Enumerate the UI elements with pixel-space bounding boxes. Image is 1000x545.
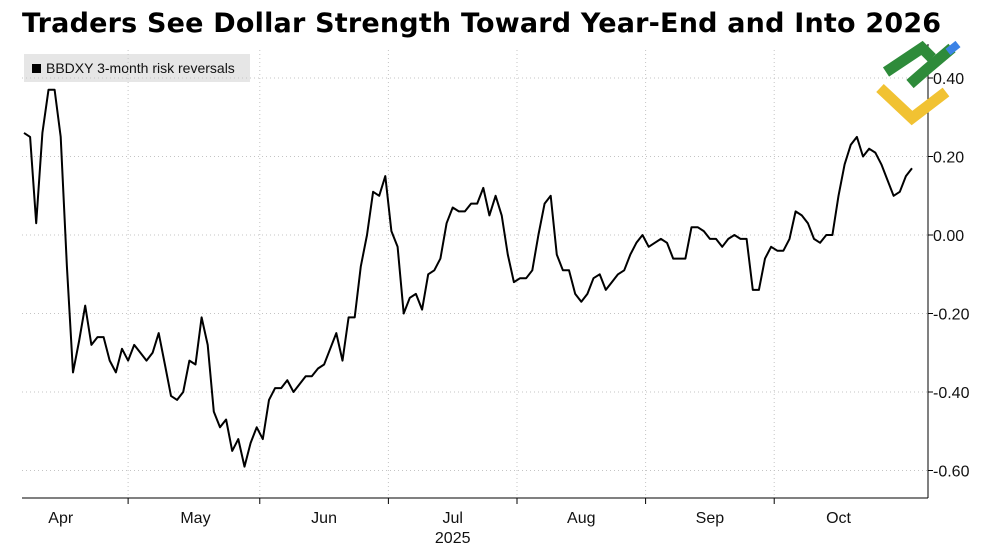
x-tick-label: May [180, 510, 210, 527]
legend-swatch [32, 63, 41, 73]
y-tick-label: 0.40 [933, 71, 964, 88]
x-tick-label: Sep [696, 510, 725, 527]
y-tick-label: 0.20 [933, 150, 964, 167]
year-label: 2025 [435, 530, 471, 545]
x-axis: Apr May Jun Jul Aug Sep Oct 2025 [22, 497, 928, 545]
series-layer [23, 88, 913, 468]
legend: BBDXY 3-month risk reversals [24, 54, 250, 82]
x-tick-label: Jun [311, 510, 337, 527]
y-tick-label: -0.40 [933, 385, 970, 402]
legend-label: BBDXY 3-month risk reversals [46, 60, 235, 76]
chart-title: Traders See Dollar Strength Toward Year-… [22, 8, 942, 39]
series-line [23, 88, 913, 468]
y-tick-label: 0.00 [933, 228, 964, 245]
y-axis: 0.40 0.20 0.00 -0.20 -0.40 -0.60 [927, 44, 970, 498]
x-tick-label: Aug [567, 510, 595, 527]
y-tick-label: -0.60 [933, 464, 970, 481]
x-tick-label: Jul [442, 510, 462, 527]
x-tick-label: Oct [826, 510, 851, 527]
brand-logo-icon [876, 40, 961, 126]
x-tick-label: Apr [48, 510, 74, 527]
y-tick-label: -0.20 [933, 307, 970, 324]
gridlines [22, 50, 928, 498]
